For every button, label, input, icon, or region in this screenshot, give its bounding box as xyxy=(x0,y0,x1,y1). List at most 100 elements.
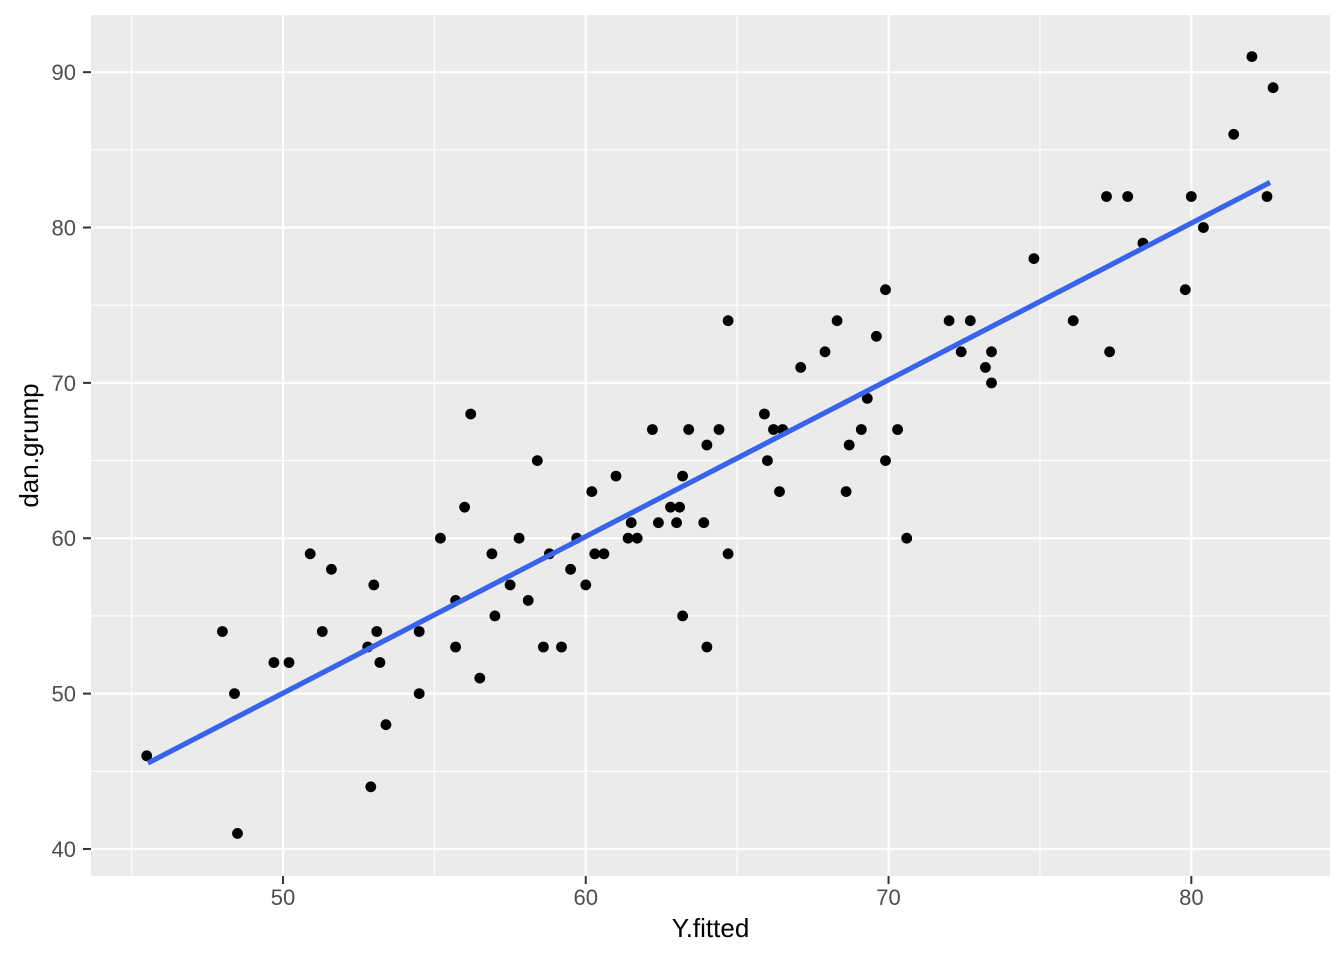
data-point xyxy=(232,828,243,839)
data-point xyxy=(901,532,913,544)
y-axis-title: dan.grump xyxy=(14,383,44,507)
data-point xyxy=(589,548,601,560)
data-point xyxy=(631,532,643,544)
data-point xyxy=(513,532,525,544)
data-point xyxy=(880,455,891,466)
y-tick-label: 50 xyxy=(52,682,76,707)
data-point xyxy=(980,362,991,373)
data-point xyxy=(538,641,549,653)
data-point xyxy=(1185,191,1197,202)
data-point xyxy=(892,424,903,435)
data-point xyxy=(229,688,240,699)
data-point xyxy=(1246,51,1258,62)
data-point xyxy=(304,548,316,560)
data-point xyxy=(964,315,976,327)
data-point xyxy=(489,610,501,622)
data-point xyxy=(831,315,843,327)
data-point xyxy=(625,517,637,529)
data-point xyxy=(1267,82,1279,94)
x-axis-title: Y.fitted xyxy=(672,913,750,943)
y-tick-label: 60 xyxy=(52,526,76,551)
data-point xyxy=(598,548,610,560)
data-point xyxy=(580,579,592,591)
data-point xyxy=(653,517,664,529)
data-point xyxy=(677,610,688,622)
data-point xyxy=(819,346,831,358)
data-point xyxy=(768,424,779,435)
y-tick-label: 80 xyxy=(52,216,76,241)
data-point xyxy=(1101,191,1112,202)
data-point xyxy=(531,455,543,466)
axis-ticks xyxy=(83,71,1193,884)
data-point xyxy=(413,688,425,699)
data-point xyxy=(647,424,658,435)
data-point xyxy=(722,548,734,560)
data-point xyxy=(622,532,634,544)
data-point xyxy=(713,424,725,435)
data-point xyxy=(459,501,470,513)
data-point xyxy=(268,657,280,668)
data-point xyxy=(1122,191,1134,202)
data-point xyxy=(610,470,622,482)
data-point xyxy=(955,346,967,358)
data-point xyxy=(795,362,807,373)
data-point xyxy=(1198,222,1209,233)
data-point xyxy=(565,563,576,575)
data-point xyxy=(1228,128,1240,140)
data-point xyxy=(283,657,295,668)
x-tick-label: 70 xyxy=(876,885,900,910)
data-point xyxy=(217,626,228,637)
data-point xyxy=(374,657,386,668)
data-point xyxy=(840,486,852,497)
data-point xyxy=(774,486,785,497)
data-point xyxy=(413,626,425,637)
tick-labels: 50 60 70 80 40 50 60 70 80 90 xyxy=(52,60,1204,910)
data-point xyxy=(504,579,516,591)
data-point xyxy=(665,501,676,513)
data-point xyxy=(1179,284,1191,296)
data-point xyxy=(556,641,567,653)
data-point xyxy=(141,750,153,762)
data-point xyxy=(1104,346,1115,358)
data-point xyxy=(701,439,713,451)
data-point xyxy=(698,517,710,529)
data-point xyxy=(316,626,328,637)
data-point xyxy=(986,377,997,389)
data-point xyxy=(371,626,383,637)
data-point xyxy=(380,719,392,731)
data-point xyxy=(861,393,873,404)
data-point xyxy=(722,315,734,327)
data-point xyxy=(435,532,446,544)
data-point xyxy=(486,548,498,560)
data-point xyxy=(1067,315,1079,327)
data-point xyxy=(368,579,380,591)
data-points xyxy=(141,51,1279,839)
data-point xyxy=(674,501,685,513)
data-point xyxy=(677,470,688,482)
x-tick-label: 50 xyxy=(271,885,295,910)
data-point xyxy=(986,346,997,358)
y-tick-label: 90 xyxy=(52,60,76,85)
data-point xyxy=(671,517,682,529)
regression-line xyxy=(146,180,1272,766)
data-point xyxy=(701,641,713,653)
data-point xyxy=(762,455,773,466)
data-point xyxy=(365,781,377,793)
data-point xyxy=(522,595,534,606)
data-point xyxy=(880,284,891,296)
x-tick-label: 80 xyxy=(1179,885,1203,910)
data-point xyxy=(843,439,855,451)
data-point xyxy=(586,486,598,497)
y-tick-label: 70 xyxy=(52,371,76,396)
x-tick-label: 60 xyxy=(574,885,598,910)
data-point xyxy=(855,424,867,435)
data-point xyxy=(1261,191,1273,202)
data-point xyxy=(474,672,486,684)
major-gridlines xyxy=(91,15,1330,876)
data-point xyxy=(871,330,882,342)
y-tick-label: 40 xyxy=(52,837,76,862)
data-point xyxy=(465,408,477,420)
minor-gridlines xyxy=(91,15,1330,876)
